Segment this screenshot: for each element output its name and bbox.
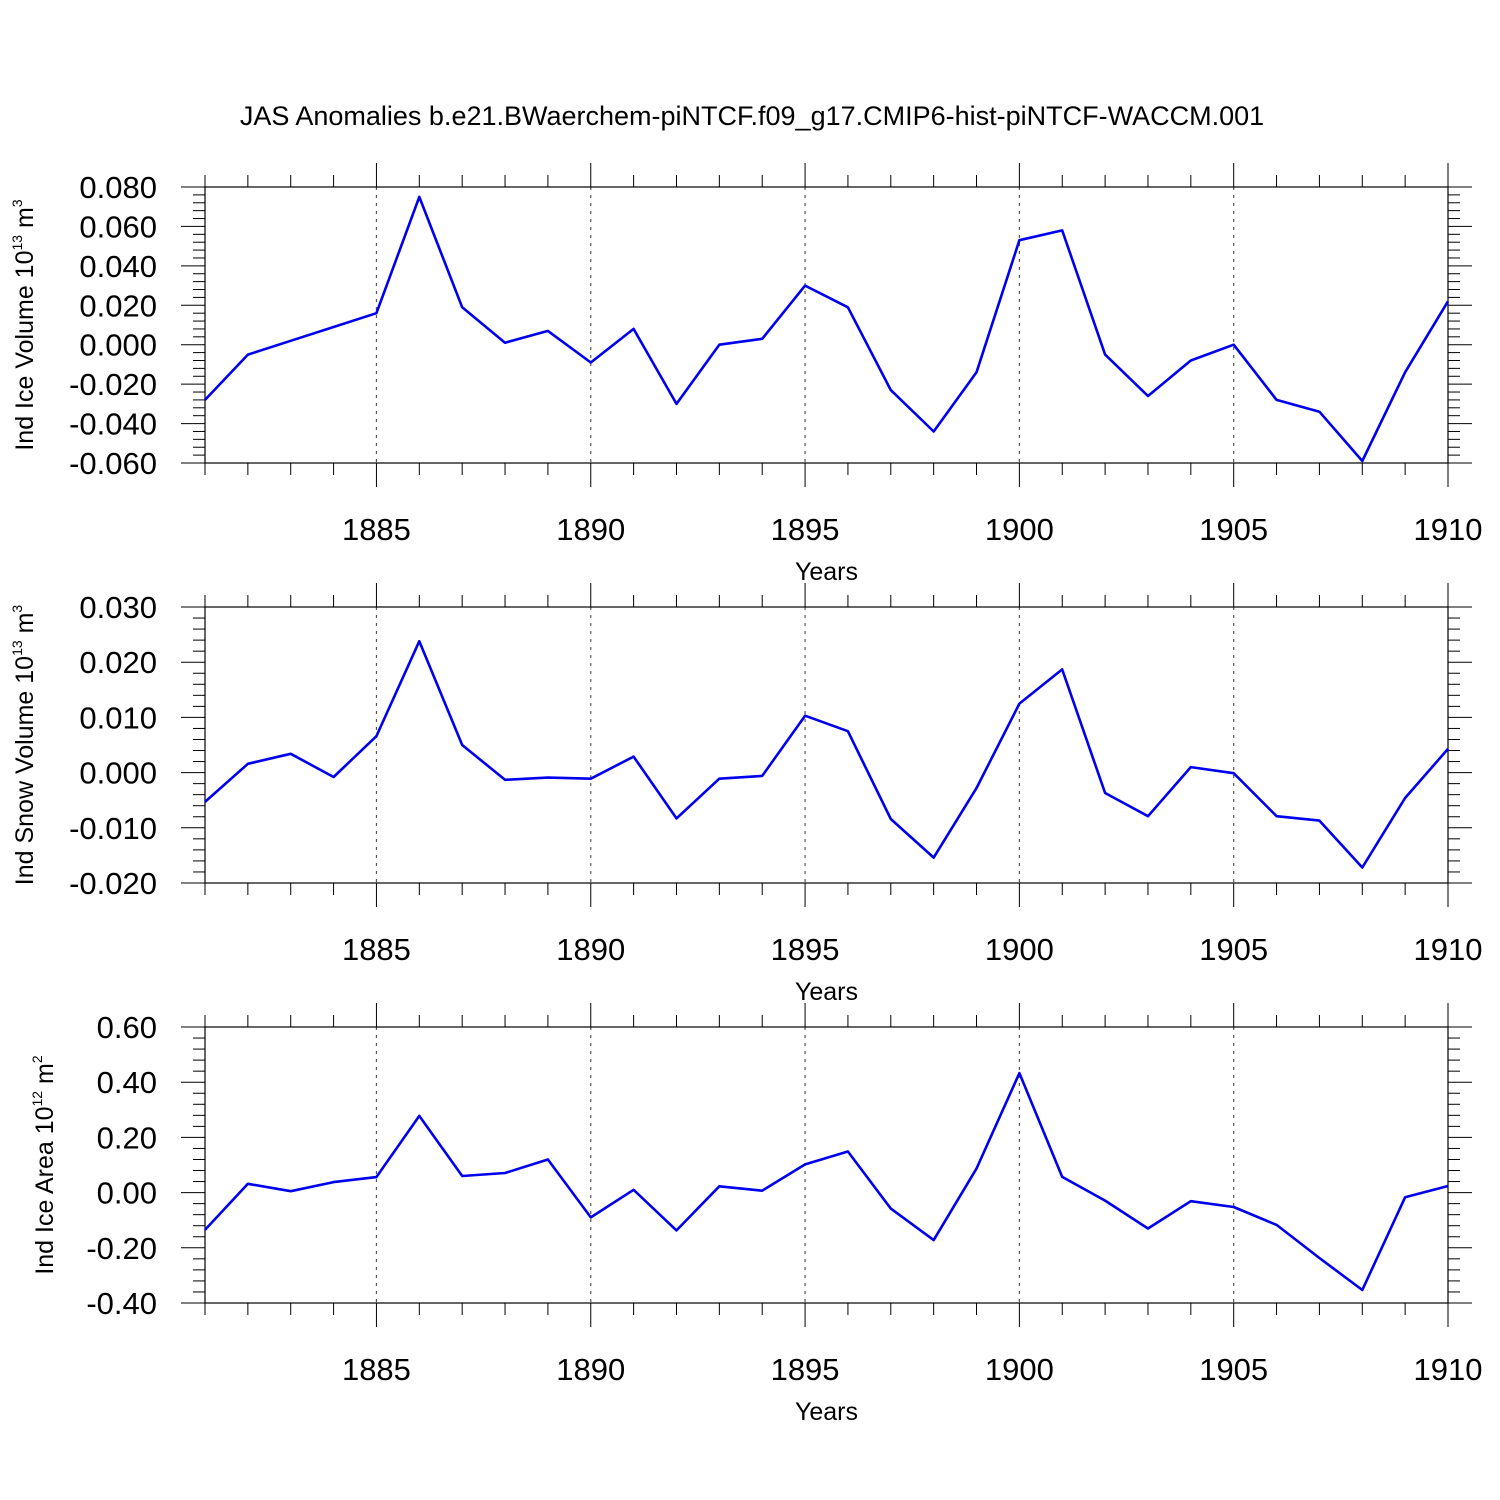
y-tick-label: 0.060: [79, 209, 157, 244]
y-tick-label: -0.40: [86, 1286, 157, 1321]
y-tick-label: -0.040: [69, 407, 157, 442]
y-tick-label: -0.020: [69, 866, 157, 901]
series-line: [204, 1071, 1449, 1292]
x-tick-label: 1905: [1199, 512, 1268, 547]
x-tick-label: 1890: [556, 512, 625, 547]
y-tick-label: 0.00: [97, 1176, 157, 1211]
y-tick-label: 0.030: [79, 590, 157, 625]
series-line: [204, 639, 1449, 869]
y-tick-label: 0.20: [97, 1120, 157, 1155]
x-tick-label: 1910: [1414, 932, 1483, 967]
x-tick-label: 1885: [342, 512, 411, 547]
y-tick-label: 0.020: [79, 645, 157, 680]
y-axis-label: Ind Snow Volume 1013 m3: [9, 605, 39, 886]
plot-frame: [204, 1026, 1449, 1304]
x-tick-label: 1885: [342, 1352, 411, 1387]
panel-1: -0.060 -0.040 -0.020 0.000 0.020 0.040 0.060 0.…: [9, 163, 1482, 586]
y-tick-label: -0.060: [69, 446, 157, 481]
x-tick-label: 1885: [342, 932, 411, 967]
x-tick-label: 1890: [556, 932, 625, 967]
panel-2: -0.020 -0.010 0.000 0.010 0.020 0.030 1885 1890…: [9, 583, 1482, 1006]
y-tick-label: 0.040: [79, 249, 157, 284]
y-tick-label: -0.010: [69, 811, 157, 846]
y-tick-label: 0.000: [79, 328, 157, 363]
x-tick-label: 1905: [1199, 932, 1268, 967]
y-tick-label: -0.20: [86, 1231, 157, 1266]
x-tick-label: 1900: [985, 1352, 1054, 1387]
y-tick-label: -0.020: [69, 367, 157, 402]
x-axis-label: Years: [795, 1398, 858, 1426]
x-tick-label: 1900: [985, 512, 1054, 547]
y-tick-label: 0.60: [97, 1010, 157, 1045]
x-tick-label: 1895: [771, 932, 840, 967]
x-tick-label: 1895: [771, 512, 840, 547]
figure-title: JAS Anomalies b.e21.BWaerchem-piNTCF.f09…: [240, 101, 1264, 131]
y-tick-label: 0.40: [97, 1065, 157, 1100]
y-tick-label: 0.000: [79, 756, 157, 791]
x-tick-label: 1900: [985, 932, 1054, 967]
x-tick-label: 1910: [1414, 512, 1483, 547]
y-tick-label: 0.010: [79, 700, 157, 735]
x-tick-label: 1905: [1199, 1352, 1268, 1387]
plot-frame: [204, 606, 1449, 884]
y-tick-label: 0.080: [79, 170, 157, 205]
y-tick-label: 0.020: [79, 288, 157, 323]
x-axis-label: Years: [795, 558, 858, 586]
panel-3: -0.40 -0.20 0.00 0.20 0.40 0.60 1885 1890 1895 19…: [29, 1003, 1482, 1426]
plot-frame: [204, 186, 1449, 464]
x-tick-label: 1895: [771, 1352, 840, 1387]
panels: -0.060 -0.040 -0.020 0.000 0.020 0.040 0.060 0.…: [9, 163, 1482, 1426]
x-tick-label: 1890: [556, 1352, 625, 1387]
x-axis-label: Years: [795, 978, 858, 1006]
series-line: [204, 195, 1450, 463]
x-tick-label: 1910: [1414, 1352, 1483, 1387]
y-axis-label: Ind Ice Area 1012 m2: [29, 1055, 59, 1275]
y-axis-label: Ind Ice Volume 1013 m3: [9, 199, 39, 451]
